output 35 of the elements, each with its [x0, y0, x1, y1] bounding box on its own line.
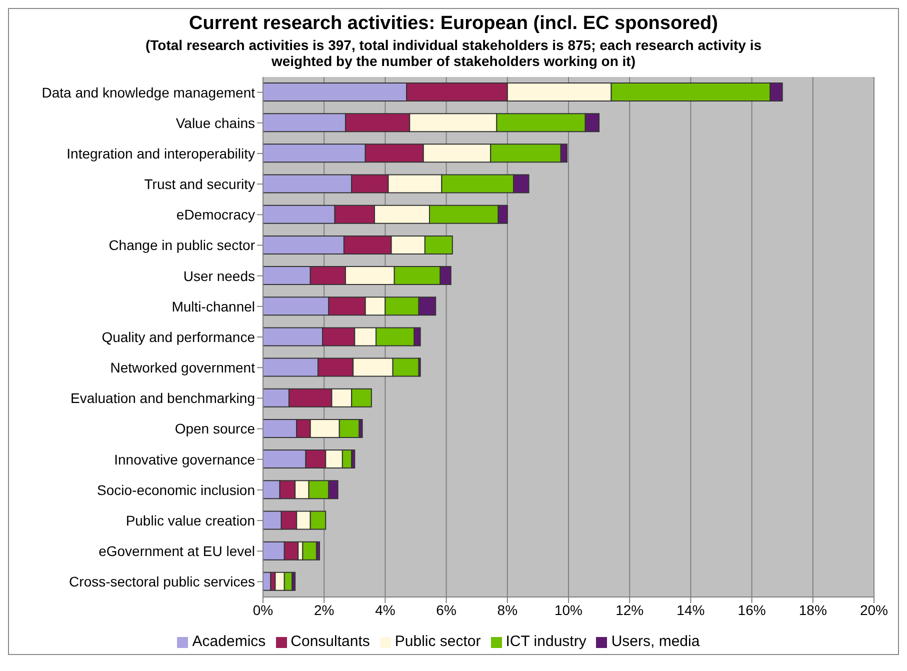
x-tick-label: 10% [554, 602, 583, 618]
y-tick-label: Multi-channel [172, 298, 255, 314]
y-tick-label: Cross-sectoral public services [69, 574, 255, 590]
y-tick-label: eGovernment at EU level [98, 543, 255, 560]
x-tick-label: 8% [497, 602, 518, 618]
x-tick-label: 14% [676, 602, 705, 618]
x-tick-label: 18% [798, 602, 827, 618]
x-tick-label: 6% [436, 602, 456, 618]
x-tick-label: 2% [314, 602, 334, 618]
y-tick-label: Integration and interoperability [66, 145, 255, 162]
chart-title: Current research activities: European (incl. EC sponsored) [188, 13, 719, 35]
y-tick-label: Evaluation and benchmarking [70, 390, 255, 406]
legend-label: Consultants [290, 633, 370, 650]
y-tick-label: Data and knowledge management [42, 84, 256, 100]
x-tick-label: 4% [375, 602, 396, 618]
y-tick-label: Change in public sector [108, 237, 256, 254]
legend-label: Academics [192, 633, 266, 650]
x-tick-label: 16% [738, 602, 766, 618]
legend-label: Public sector [394, 633, 481, 650]
y-tick-label: Innovative governance [114, 451, 256, 468]
chart-subtitle: (Total research activities is 397, total individual stakeholders is 875; each research activity is weighted by the number of stakeholders working on it) [144, 37, 763, 69]
legend-label: Users, media [611, 633, 700, 650]
y-tick-label: Networked government [110, 360, 256, 376]
x-tick-label: 20% [860, 602, 888, 618]
legend-label: ICT industry [506, 633, 586, 650]
y-tick-label: Value chains [176, 114, 255, 131]
x-tick-label: 12% [616, 602, 644, 618]
y-tick-label: Open source [174, 420, 256, 437]
y-tick-label: Socio-economic inclusion [97, 482, 255, 498]
y-tick-label: eDemocracy [176, 206, 255, 223]
y-tick-label: Trust and security [144, 176, 255, 192]
y-tick-label: Public value creation [126, 512, 255, 528]
y-tick-label: User needs [183, 268, 255, 284]
y-tick-label: Quality and performance [102, 328, 256, 345]
x-tick-label: 0% [252, 602, 274, 618]
